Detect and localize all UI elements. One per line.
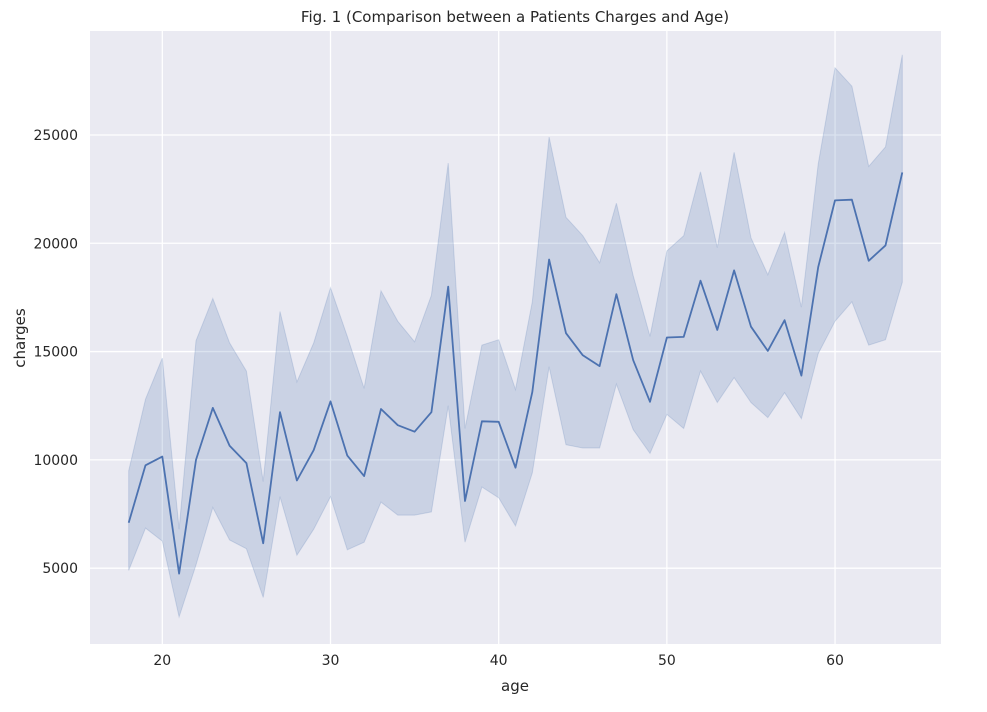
x-tick-label: 40 — [490, 653, 508, 669]
y-tick-label: 10000 — [33, 453, 78, 469]
y-tick-labels: 5000 10000 15000 20000 25000 — [33, 128, 78, 577]
y-tick-label: 25000 — [33, 128, 78, 144]
chart-title: Fig. 1 (Comparison between a Patients Ch… — [301, 8, 729, 26]
x-tick-labels: 20 30 40 50 60 — [153, 653, 844, 669]
plot-area — [90, 31, 941, 644]
x-axis-label: age — [501, 677, 529, 695]
x-tick-label: 60 — [826, 653, 844, 669]
y-tick-label: 15000 — [33, 345, 78, 361]
x-tick-label: 30 — [322, 653, 340, 669]
y-tick-label: 20000 — [33, 236, 78, 252]
confidence-band — [128, 54, 903, 619]
y-axis-label: charges — [11, 308, 29, 368]
grid-lines — [90, 31, 941, 644]
x-tick-label: 20 — [153, 653, 171, 669]
y-tick-label: 5000 — [42, 561, 78, 577]
ci-band — [128, 54, 903, 619]
mean-charges-line — [127, 172, 904, 575]
mean-line — [127, 172, 904, 575]
x-tick-label: 50 — [658, 653, 676, 669]
